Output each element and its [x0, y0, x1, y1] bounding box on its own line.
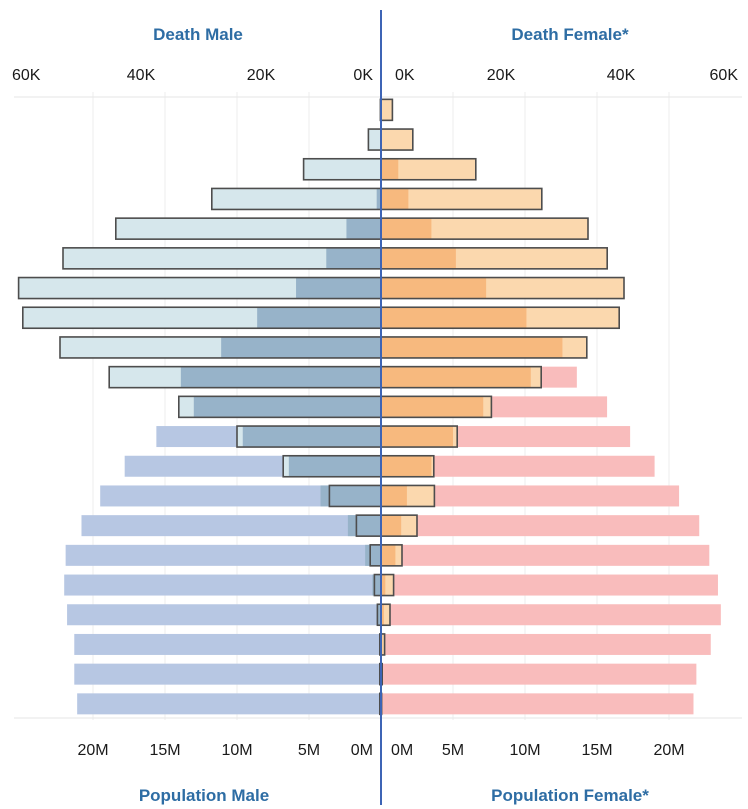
tick-bottom-left: 10M — [221, 742, 252, 759]
bar-population-female-overlay — [381, 574, 386, 596]
bar-population-female-overlay — [381, 188, 409, 210]
bar-population-female — [381, 485, 680, 507]
bar-population-female-overlay — [381, 218, 432, 240]
bar-population-male-overlay — [180, 366, 381, 388]
tick-top-right: 20K — [487, 67, 516, 84]
bar-population-female — [381, 633, 711, 655]
bar-population-female-overlay — [381, 396, 484, 418]
bar-death-male — [63, 247, 381, 269]
bar-population-female-overlay — [381, 485, 407, 507]
bar-population-male — [74, 663, 381, 685]
tick-top-left: 60K — [12, 67, 41, 84]
tick-bottom-left: 15M — [149, 742, 180, 759]
bar-population-male-overlay — [365, 544, 381, 566]
title-population-male: Population Male — [139, 786, 269, 805]
bar-population-male-overlay — [320, 485, 381, 507]
tick-top-right: 40K — [607, 67, 636, 84]
bar-population-female — [381, 455, 655, 477]
bar-population-female-overlay — [381, 366, 531, 388]
title-death-female: Death Female* — [511, 25, 629, 44]
tick-bottom-left: 20M — [77, 742, 108, 759]
bar-population-female — [381, 604, 721, 626]
bar-death-female — [381, 604, 390, 626]
bar-population-male-overlay — [193, 396, 381, 418]
bar-population-female-overlay — [381, 426, 453, 448]
bar-population-female — [381, 693, 694, 715]
bar-population-male-overlay — [372, 574, 381, 596]
bar-population-male — [64, 574, 381, 596]
bar-death-female — [381, 188, 542, 210]
bar-population-female-overlay — [381, 544, 396, 566]
tick-bottom-right: 0M — [391, 742, 413, 759]
bar-population-female-overlay — [381, 277, 487, 299]
bar-population-male-overlay — [288, 455, 381, 477]
tick-top-right: 0K — [395, 67, 415, 84]
bar-death-male — [115, 218, 382, 240]
bar-population-female-overlay — [381, 455, 432, 477]
top-axis-ticks: 60K 40K 20K 0K 0K 20K 40K 60K — [12, 67, 738, 84]
bar-population-female — [381, 515, 700, 537]
tick-top-right: 60K — [710, 67, 739, 84]
bar-population-male-overlay — [326, 247, 381, 269]
tick-bottom-right: 10M — [509, 742, 540, 759]
bar-population-female — [381, 574, 718, 596]
bar-population-male-overlay — [376, 188, 381, 210]
bar-death-female — [381, 633, 385, 655]
bar-population-male — [77, 693, 381, 715]
bar-population-male — [81, 515, 381, 537]
bar-death-male — [211, 188, 381, 210]
bar-population-female-overlay — [381, 158, 399, 180]
bar-death-female — [381, 218, 588, 240]
tick-top-left: 40K — [127, 67, 156, 84]
bar-population-male-overlay — [346, 218, 381, 240]
bar-population-male-overlay — [296, 277, 381, 299]
bar-population-male-overlay — [347, 515, 381, 537]
bar-population-female-overlay — [381, 247, 456, 269]
bar-death-female — [381, 158, 476, 180]
bar-death-male — [303, 158, 381, 180]
bar-population-male — [100, 485, 381, 507]
title-death-male: Death Male — [153, 25, 243, 44]
tick-top-left: 0K — [353, 67, 373, 84]
bar-population-male-overlay — [376, 604, 381, 626]
bar-death-female — [381, 99, 393, 121]
bar-death-female — [381, 129, 413, 151]
bar-population-male — [65, 544, 381, 566]
tick-bottom-left: 0M — [351, 742, 373, 759]
bar-population-male-overlay — [221, 336, 381, 358]
bar-population-female-overlay — [381, 336, 563, 358]
bar-death-male — [18, 277, 381, 299]
bar-death-male — [368, 129, 381, 151]
title-population-female: Population Female* — [491, 786, 649, 805]
bar-population-female-overlay — [381, 307, 527, 329]
bar-population-male — [74, 633, 381, 655]
tick-bottom-left: 5M — [298, 742, 320, 759]
bottom-axis-ticks: 20M 15M 10M 5M 0M 0M 5M 10M 15M 20M — [77, 742, 684, 759]
tick-bottom-right: 20M — [653, 742, 684, 759]
bar-population-male-overlay — [257, 307, 381, 329]
tick-top-left: 20K — [247, 67, 276, 84]
bar-population-female — [381, 663, 697, 685]
bar-population-female — [381, 544, 710, 566]
bar-population-female-overlay — [381, 515, 402, 537]
tick-bottom-right: 5M — [442, 742, 464, 759]
bar-population-female-overlay — [381, 604, 384, 626]
bar-population-male-overlay — [242, 426, 381, 448]
bar-population-male — [67, 604, 381, 626]
tick-bottom-right: 15M — [581, 742, 612, 759]
